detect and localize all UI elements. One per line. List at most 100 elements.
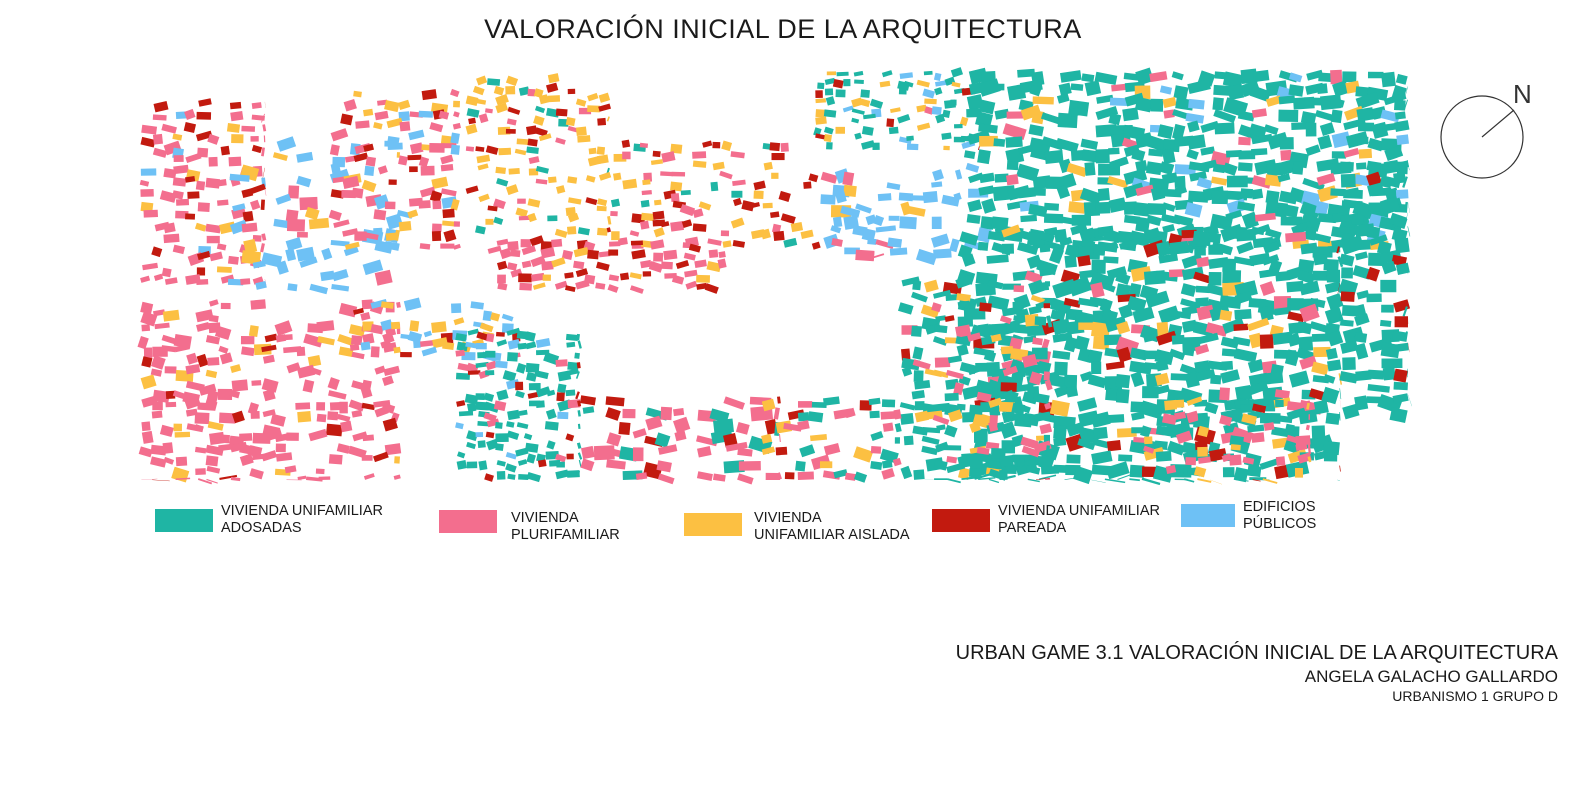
building-footprint <box>1394 160 1410 170</box>
building-footprint <box>261 450 278 462</box>
building-footprint <box>566 470 580 478</box>
building-footprint <box>505 128 516 134</box>
building-footprint <box>162 309 180 322</box>
building-footprint <box>495 102 509 114</box>
building-footprint <box>1064 477 1076 480</box>
building-footprint <box>374 269 393 286</box>
building-footprint <box>262 167 265 178</box>
legend-swatch-publicos <box>1181 504 1235 527</box>
building-footprint <box>853 471 868 483</box>
building-footprint <box>1209 479 1223 485</box>
building-footprint <box>1222 467 1235 478</box>
building-footprint <box>141 430 154 444</box>
building-footprint <box>1096 94 1114 104</box>
building-footprint <box>815 90 823 98</box>
building-footprint <box>385 213 404 230</box>
building-footprint <box>493 198 506 210</box>
building-footprint <box>1410 175 1411 181</box>
building-footprint <box>1187 120 1200 133</box>
building-footprint <box>953 192 962 201</box>
building-footprint <box>1184 371 1200 389</box>
building-footprint <box>1044 202 1060 211</box>
building-footprint <box>916 79 930 88</box>
building-footprint <box>1001 224 1021 238</box>
building-footprint <box>875 239 895 250</box>
building-footprint <box>911 389 925 400</box>
building-footprint <box>517 198 526 204</box>
building-footprint <box>1108 147 1120 155</box>
building-footprint <box>205 335 221 345</box>
building-footprint <box>153 309 166 317</box>
building-footprint <box>868 397 881 406</box>
building-footprint <box>1069 106 1083 118</box>
building-footprint <box>1331 151 1347 159</box>
building-footprint <box>1181 253 1204 269</box>
legend-item-plurifamiliar: VIVIENDA PLURIFAMILIAR <box>439 510 701 544</box>
building-footprint <box>1058 82 1072 96</box>
building-footprint <box>1187 79 1211 95</box>
building-footprint <box>1356 107 1375 122</box>
building-footprint <box>286 479 302 481</box>
building-footprint <box>495 443 504 451</box>
building-footprint <box>753 190 764 200</box>
building-footprint <box>362 232 379 241</box>
building-footprint <box>162 442 174 454</box>
building-footprint <box>218 412 236 424</box>
building-footprint <box>1380 279 1397 293</box>
building-footprint <box>534 105 546 114</box>
building-footprint <box>598 103 612 112</box>
building-footprint <box>914 379 931 390</box>
building-footprint <box>1159 85 1173 95</box>
building-footprint <box>835 89 846 98</box>
building-footprint <box>1299 280 1320 296</box>
building-footprint <box>1034 316 1047 326</box>
building-footprint <box>535 400 545 408</box>
building-footprint <box>688 243 702 253</box>
building-footprint <box>1053 425 1067 440</box>
building-footprint <box>967 129 991 145</box>
building-footprint <box>815 116 827 125</box>
building-footprint <box>240 336 255 345</box>
building-footprint <box>598 251 611 258</box>
building-footprint <box>487 205 498 212</box>
building-footprint <box>506 118 517 126</box>
building-footprint <box>418 200 431 209</box>
building-footprint <box>204 399 218 411</box>
building-footprint <box>505 75 519 87</box>
building-footprint <box>888 126 899 135</box>
building-footprint <box>455 372 470 380</box>
building-footprint <box>1395 189 1409 199</box>
building-footprint <box>1185 457 1197 466</box>
building-footprint <box>362 434 375 442</box>
building-footprint <box>867 253 885 260</box>
building-footprint <box>526 125 538 136</box>
building-footprint <box>588 147 597 155</box>
building-footprint <box>316 402 326 411</box>
building-footprint <box>1091 361 1102 374</box>
building-footprint <box>1039 423 1053 435</box>
building-footprint <box>861 125 874 136</box>
building-footprint <box>832 259 850 261</box>
building-footprint <box>493 216 504 225</box>
building-footprint <box>1343 189 1363 199</box>
building-footprint <box>543 351 560 365</box>
building-footprint <box>546 440 556 450</box>
building-footprint <box>1317 134 1333 150</box>
building-footprint <box>959 116 969 127</box>
building-footprint <box>150 444 167 456</box>
building-footprint <box>506 352 518 362</box>
building-footprint <box>887 237 903 248</box>
building-footprint <box>152 479 170 482</box>
building-footprint <box>1174 411 1187 420</box>
building-footprint <box>607 216 612 225</box>
building-footprint <box>1091 479 1106 483</box>
building-footprint <box>808 173 819 183</box>
building-footprint <box>1174 185 1188 196</box>
building-footprint <box>1043 371 1050 381</box>
credits-author: ANGELA GALACHO GALLARDO <box>1304 667 1558 686</box>
building-footprint <box>914 410 930 423</box>
building-footprint <box>399 121 411 132</box>
building-footprint <box>978 78 1001 97</box>
building-footprint <box>957 300 971 309</box>
building-footprint <box>630 240 643 246</box>
